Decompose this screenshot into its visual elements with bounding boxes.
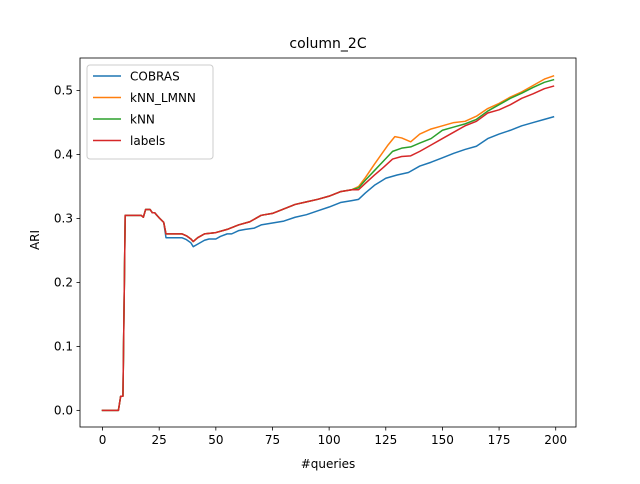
x-tick-label: 0 bbox=[99, 433, 107, 447]
y-tick-label: 0.0 bbox=[54, 403, 73, 417]
chart-title: column_2C bbox=[289, 36, 366, 52]
plot-frame bbox=[79, 57, 577, 428]
x-tick-label: 25 bbox=[152, 433, 167, 447]
y-tick-label: 0.4 bbox=[54, 148, 73, 162]
legend-label-labels: labels bbox=[130, 134, 165, 148]
x-tick-label: 50 bbox=[208, 433, 223, 447]
legend-label-knn: kNN bbox=[130, 113, 155, 127]
x-tick-label: 100 bbox=[318, 433, 341, 447]
y-tick-label: 0.5 bbox=[54, 84, 73, 98]
legend: COBRAS kNN_LMNN kNN labels bbox=[86, 64, 214, 160]
y-tick-label: 0.3 bbox=[54, 212, 73, 226]
series-line-labels bbox=[101, 85, 555, 412]
legend-label-knn-lmnn: kNN_LMNN bbox=[130, 91, 196, 105]
y-tick-label: 0.1 bbox=[54, 339, 73, 353]
legend-box bbox=[86, 64, 214, 160]
x-tick-label: 200 bbox=[544, 433, 567, 447]
x-tick-label: 175 bbox=[488, 433, 511, 447]
x-tick-label: 150 bbox=[431, 433, 454, 447]
y-axis-label: ARI bbox=[28, 230, 42, 250]
x-tick-label: 125 bbox=[374, 433, 397, 447]
legend-label-cobras: COBRAS bbox=[130, 70, 180, 84]
x-tick-label: 75 bbox=[265, 433, 280, 447]
plot-area: 0 25 50 75 100 125 150 175 200 0.0 0.1 0.2 0.3 0.4 0.5 bbox=[54, 57, 577, 447]
x-axis-label: #queries bbox=[301, 457, 356, 471]
y-tick-label: 0.2 bbox=[54, 275, 73, 289]
